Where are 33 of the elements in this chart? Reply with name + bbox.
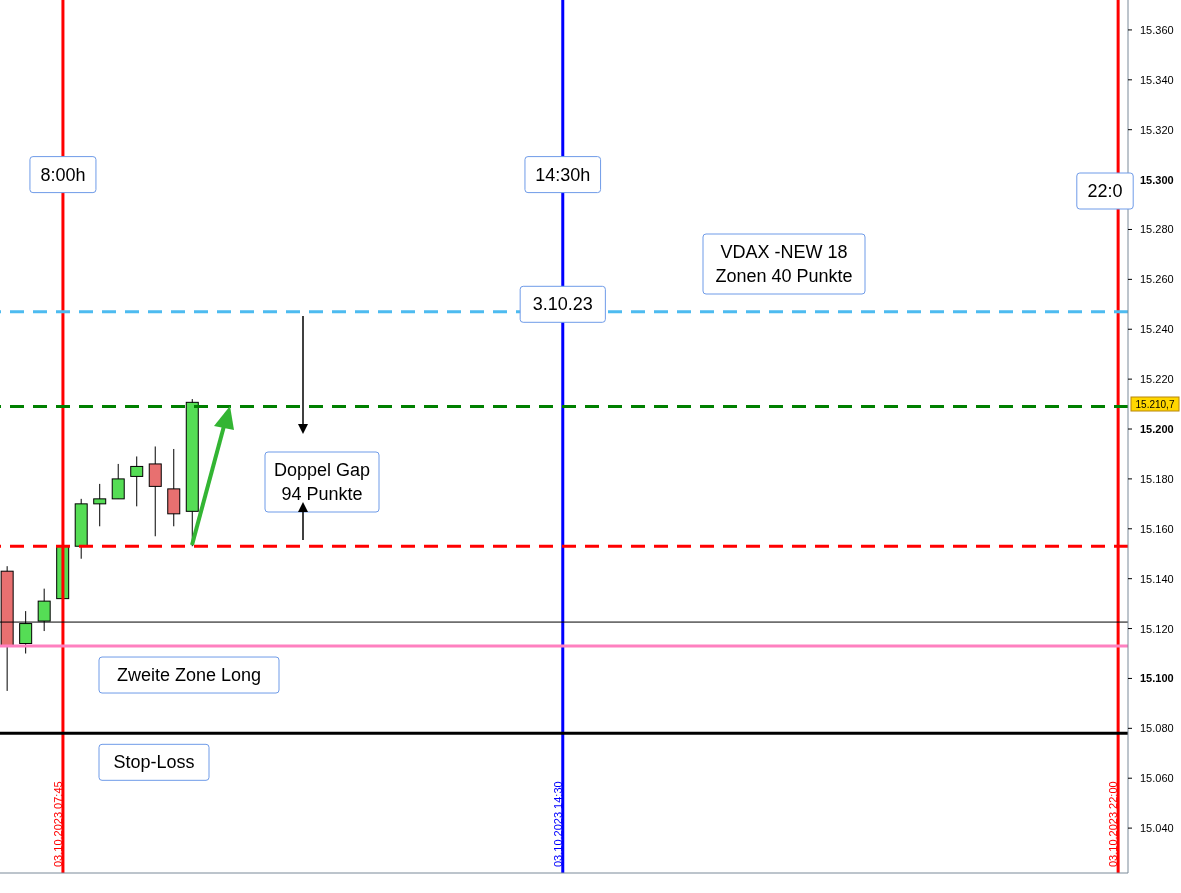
ref-line-label: Zweite Zone Long xyxy=(116,665,262,686)
y-tick-label: 15.320 xyxy=(1140,123,1174,136)
y-tick-label: 15.280 xyxy=(1140,223,1174,236)
y-tick-label: 15.220 xyxy=(1140,373,1174,386)
x-tick-label: 03.10.2023 14:30 xyxy=(551,781,564,867)
y-tick-label: 15.160 xyxy=(1140,522,1174,535)
candlestick xyxy=(111,463,125,500)
annotation: 3.10.23 xyxy=(532,294,593,315)
y-tick-label: 15.240 xyxy=(1140,323,1174,336)
y-tick-label: 15.080 xyxy=(1140,722,1174,735)
y-tick-label: 15.040 xyxy=(1140,822,1174,835)
y-tick-label: 15.200 xyxy=(1140,423,1174,436)
y-tick-label: 15.060 xyxy=(1140,772,1174,785)
y-tick-label: 15.300 xyxy=(1140,173,1174,186)
candlestick xyxy=(93,483,107,527)
y-tick-label: 15.260 xyxy=(1140,273,1174,286)
x-tick-label: 03.10.2023 22:00 xyxy=(1107,781,1120,867)
annotation: 22:0 xyxy=(1087,181,1123,201)
annotation: Doppel Gap 94 Punkte xyxy=(273,460,371,504)
candlestick xyxy=(130,455,144,507)
text: 15.210,7 xyxy=(1135,399,1175,410)
y-tick-label: 15.340 xyxy=(1140,73,1174,86)
y-tick-label: 15.120 xyxy=(1140,622,1174,635)
annotation: 14:30h xyxy=(535,164,591,185)
y-tick-label: 15.140 xyxy=(1140,572,1174,585)
y-tick-label: 15.360 xyxy=(1140,23,1174,36)
candlestick xyxy=(148,445,162,537)
ref-line-label: Stop-Loss xyxy=(113,752,195,773)
annotation: 8:00h xyxy=(40,164,86,185)
y-tick-label: 15.180 xyxy=(1140,472,1174,485)
annotation: VDAX -NEW 18 Zonen 40 Punkte xyxy=(715,242,853,286)
x-tick-label: 03.10.2023 07:45 xyxy=(51,781,64,867)
y-tick-label: 15.100 xyxy=(1140,672,1174,685)
